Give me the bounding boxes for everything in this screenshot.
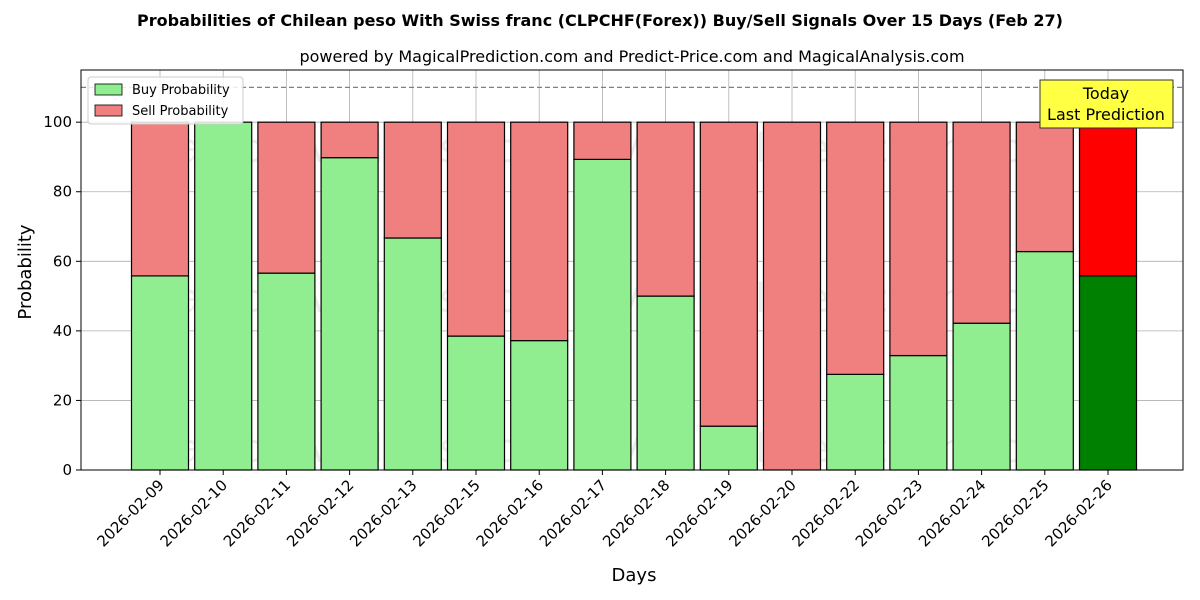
bar-sell [257,121,316,274]
bar-sell [636,121,695,297]
x-tick-label: 2026-02-11 [220,476,294,550]
bar-sell [952,121,1011,324]
x-tick-label: 2026-02-10 [157,476,231,550]
x-tick-label: 2026-02-12 [283,476,357,550]
annotation-box [1039,79,1174,129]
bar-sell [762,121,822,471]
legend: Buy Probability Sell Probability [87,76,244,125]
annotation-line2: Last Prediction [1047,105,1165,124]
today-annotation: Today Last Prediction [1039,79,1174,129]
x-tick-label: 2026-02-22 [789,476,863,550]
bar-buy [130,275,190,471]
legend-label-buy: Buy Probability [132,83,230,98]
bar-buy [699,425,758,471]
x-tick-label: 2026-02-26 [1041,476,1115,550]
bar-buy [383,237,442,471]
bars [130,121,1138,471]
bar-sell [889,121,948,357]
x-tick-label: 2026-02-17 [536,476,610,550]
y-tick-label: 60 [53,252,72,270]
legend-swatch-sell [94,104,123,117]
bar-buy [889,354,948,471]
y-tick-label: 20 [53,391,72,409]
y-tick-label: 100 [43,113,72,131]
x-tick-label: 2026-02-20 [725,476,799,550]
bar-buy [636,295,695,471]
annotation-line1: Today [1082,84,1129,103]
bar-buy [257,272,316,471]
bar-sell [510,121,569,342]
bar-buy [194,121,253,471]
bar-buy [510,340,569,471]
x-tick-label: 2026-02-15 [409,476,483,550]
legend-frame [87,76,244,125]
x-tick-label: 2026-02-13 [346,476,420,550]
bar-buy [573,158,632,471]
y-axis-label: Probability [15,224,36,319]
bar-sell [130,121,190,277]
bar-buy [826,373,885,471]
bar-sell [383,121,442,239]
chart-title: Probabilities of Chilean peso With Swiss… [137,11,1063,30]
x-axis-label: Days [612,565,657,586]
bar-sell [446,121,506,337]
legend-label-sell: Sell Probability [132,104,229,119]
x-tick-label: 2026-02-09 [93,476,167,550]
legend-swatch-buy [94,83,123,96]
chart-subtitle: powered by MagicalPrediction.com and Pre… [299,47,964,66]
bar-sell [1015,121,1074,253]
bar-buy [446,335,506,471]
x-tick-label: 2026-02-25 [978,476,1052,550]
bar-buy [1078,275,1138,471]
bar-sell [573,121,632,160]
y-tick-label: 0 [62,461,72,479]
x-tick-label: 2026-02-19 [662,476,736,550]
bar-sell [320,121,379,159]
y-tick-label: 40 [53,322,72,340]
y-tick-label: 80 [53,183,72,201]
bar-buy [952,322,1011,471]
bar-sell [826,121,885,375]
bar-buy [1015,250,1074,471]
x-tick-label: 2026-02-24 [915,476,989,550]
x-tick-label: 2026-02-16 [473,476,547,550]
bar-buy [320,157,379,471]
x-tick-label: 2026-02-18 [599,476,673,550]
bar-sell [699,121,758,427]
bar-sell [1078,121,1138,277]
x-tick-label: 2026-02-23 [852,476,926,550]
plot-frame [80,69,1184,471]
